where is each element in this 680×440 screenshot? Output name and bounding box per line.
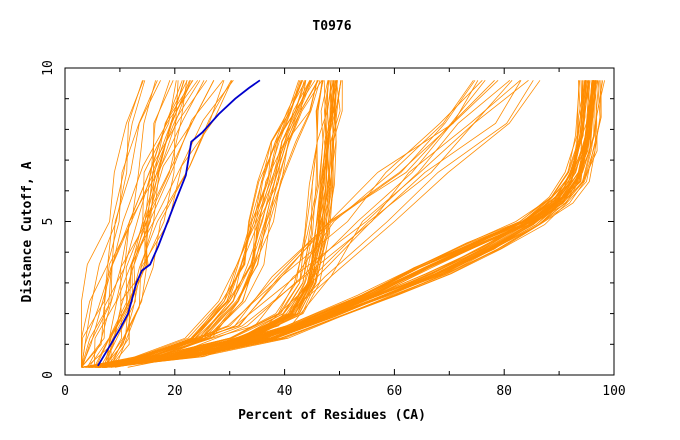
series-line-23 <box>110 80 234 368</box>
series-line-132 <box>98 80 522 368</box>
series-line-15 <box>81 80 146 368</box>
series-line-10 <box>104 80 185 368</box>
x-tick-label: 100 <box>602 384 625 399</box>
series-line-107 <box>96 80 594 368</box>
series-line-133 <box>114 79 529 368</box>
series-line-131 <box>98 80 587 368</box>
series-line-29 <box>81 80 194 368</box>
series-line-8 <box>93 80 171 368</box>
series-line-24 <box>103 80 233 368</box>
x-tick-label: 0 <box>61 384 69 399</box>
series-line-130 <box>86 80 581 368</box>
series-line-134 <box>82 79 521 368</box>
series-layer <box>81 79 605 368</box>
x-tick-label: 40 <box>277 384 293 399</box>
series-line-16 <box>81 80 143 368</box>
x-tick-label: 20 <box>167 384 183 399</box>
chart-title: T0976 <box>312 19 351 34</box>
series-line-11 <box>105 80 190 368</box>
y-axis-title: Distance Cutoff, A <box>20 161 35 302</box>
series-line-21 <box>93 80 215 368</box>
series-line-145 <box>81 80 474 368</box>
series-line-28 <box>87 80 205 368</box>
series-line-144 <box>82 80 495 368</box>
y-tick-labels: 0 5 10 <box>41 60 56 379</box>
series-line-100 <box>102 80 602 368</box>
y-tick-label: 10 <box>41 60 56 76</box>
highlight-series-line <box>97 79 261 367</box>
series-line-89 <box>104 80 604 368</box>
series-line-7 <box>81 80 144 368</box>
series-line-75 <box>97 80 326 368</box>
x-axis-title: Percent of Residues (CA) <box>238 408 426 423</box>
series-line-119 <box>90 80 583 368</box>
x-tick-label: 80 <box>496 384 512 399</box>
series-line-143 <box>81 80 486 368</box>
y-tick-label: 5 <box>41 218 56 226</box>
series-line-14 <box>95 80 174 368</box>
x-tick-label: 60 <box>387 384 403 399</box>
series-line-140 <box>91 80 513 368</box>
series-line-20 <box>82 80 201 368</box>
series-line-128 <box>105 80 594 368</box>
series-line-0 <box>88 80 177 368</box>
series-line-78 <box>91 80 323 368</box>
x-tick-labels: 0 20 40 60 80 100 <box>61 384 626 399</box>
series-line-51 <box>81 80 304 368</box>
series-line-12 <box>81 80 158 368</box>
ticks-layer <box>64 67 615 376</box>
y-tick-label: 0 <box>41 371 56 379</box>
series-line-139 <box>127 80 534 368</box>
series-line-137 <box>81 80 479 368</box>
series-line-142 <box>105 80 541 368</box>
series-line-111 <box>91 80 580 368</box>
